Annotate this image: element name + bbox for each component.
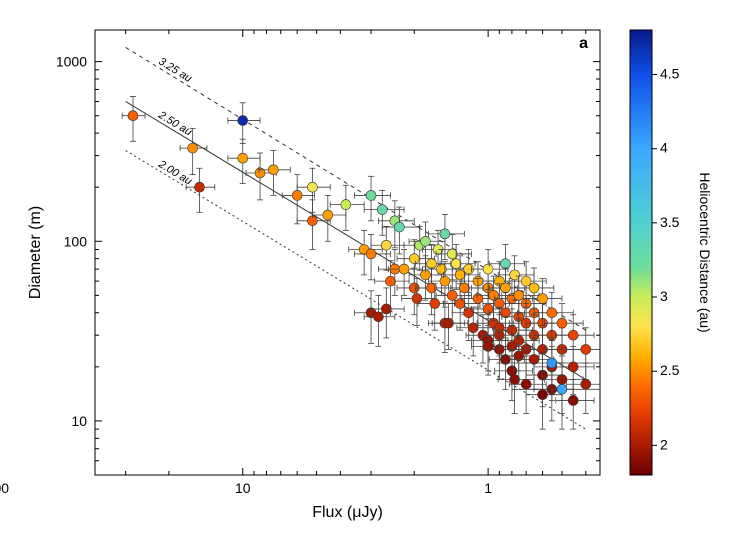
data-point — [323, 210, 333, 220]
ytick-label: 10 — [71, 413, 87, 429]
data-point — [128, 111, 138, 121]
data-point — [412, 294, 422, 304]
x-axis-label: Flux (μJy) — [312, 504, 383, 521]
data-point — [510, 270, 520, 280]
panel-letter: a — [579, 35, 588, 52]
xtick-label: 100 — [0, 480, 9, 496]
colorbar-tick-label: 2.5 — [660, 362, 680, 378]
guide-line-label: 2.50 au — [155, 109, 193, 139]
data-point — [568, 362, 578, 372]
data-point — [188, 143, 198, 153]
colorbar-tick-label: 4.5 — [660, 66, 680, 82]
data-point — [440, 276, 450, 286]
colorbar-tick-label: 2 — [660, 436, 668, 452]
data-point — [195, 182, 205, 192]
data-point — [455, 270, 465, 280]
data-point — [581, 344, 591, 354]
data-point — [394, 222, 404, 232]
data-point — [483, 341, 493, 351]
data-point — [510, 375, 520, 385]
plot-area — [95, 30, 600, 475]
data-point — [238, 116, 248, 126]
data-point — [500, 283, 510, 293]
colorbar-tick-label: 4 — [660, 140, 668, 156]
data-point — [494, 323, 504, 333]
xtick-label: 10 — [235, 480, 251, 496]
data-point — [385, 276, 395, 286]
data-point — [568, 395, 578, 405]
data-point — [500, 259, 510, 269]
data-point — [447, 290, 457, 300]
data-point — [430, 299, 440, 309]
data-point — [366, 249, 376, 259]
data-point — [381, 240, 391, 250]
data-point — [547, 358, 557, 368]
colorbar-title: Heliocentric Distance (au) — [697, 172, 713, 332]
data-point — [377, 205, 387, 215]
data-point — [557, 384, 567, 394]
data-point — [373, 312, 383, 322]
colorbar — [630, 30, 652, 475]
data-point — [568, 330, 578, 340]
data-point — [268, 165, 278, 175]
data-point — [292, 190, 302, 200]
xtick-label: 1 — [484, 480, 492, 496]
guide-line-label: 2.00 au — [155, 158, 193, 188]
data-point — [538, 294, 548, 304]
data-point — [529, 283, 539, 293]
data-point — [427, 259, 437, 269]
ytick-label: 1000 — [56, 54, 87, 70]
data-point — [366, 190, 376, 200]
colorbar-tick-label: 3 — [660, 288, 668, 304]
data-point — [307, 182, 317, 192]
data-point — [455, 299, 465, 309]
data-point — [547, 308, 557, 318]
data-point — [514, 290, 524, 300]
data-point — [483, 264, 493, 274]
data-point — [440, 229, 450, 239]
ytick-label: 100 — [64, 233, 88, 249]
data-point — [538, 390, 548, 400]
colorbar-tick-label: 3.5 — [660, 214, 680, 230]
data-point — [409, 254, 419, 264]
y-axis-label: Diameter (m) — [27, 206, 44, 299]
data-point — [521, 379, 531, 389]
data-point — [341, 200, 351, 210]
data-point — [399, 264, 409, 274]
data-point — [521, 276, 531, 286]
data-point — [581, 379, 591, 389]
scatter-series — [122, 96, 659, 429]
data-point — [459, 283, 469, 293]
data-point — [557, 318, 567, 328]
diameter-vs-flux-chart: 100 10 1 1000 100 10 Flux (μJy) Diameter (m) a 3.… — [0, 0, 740, 550]
data-point — [238, 153, 248, 163]
